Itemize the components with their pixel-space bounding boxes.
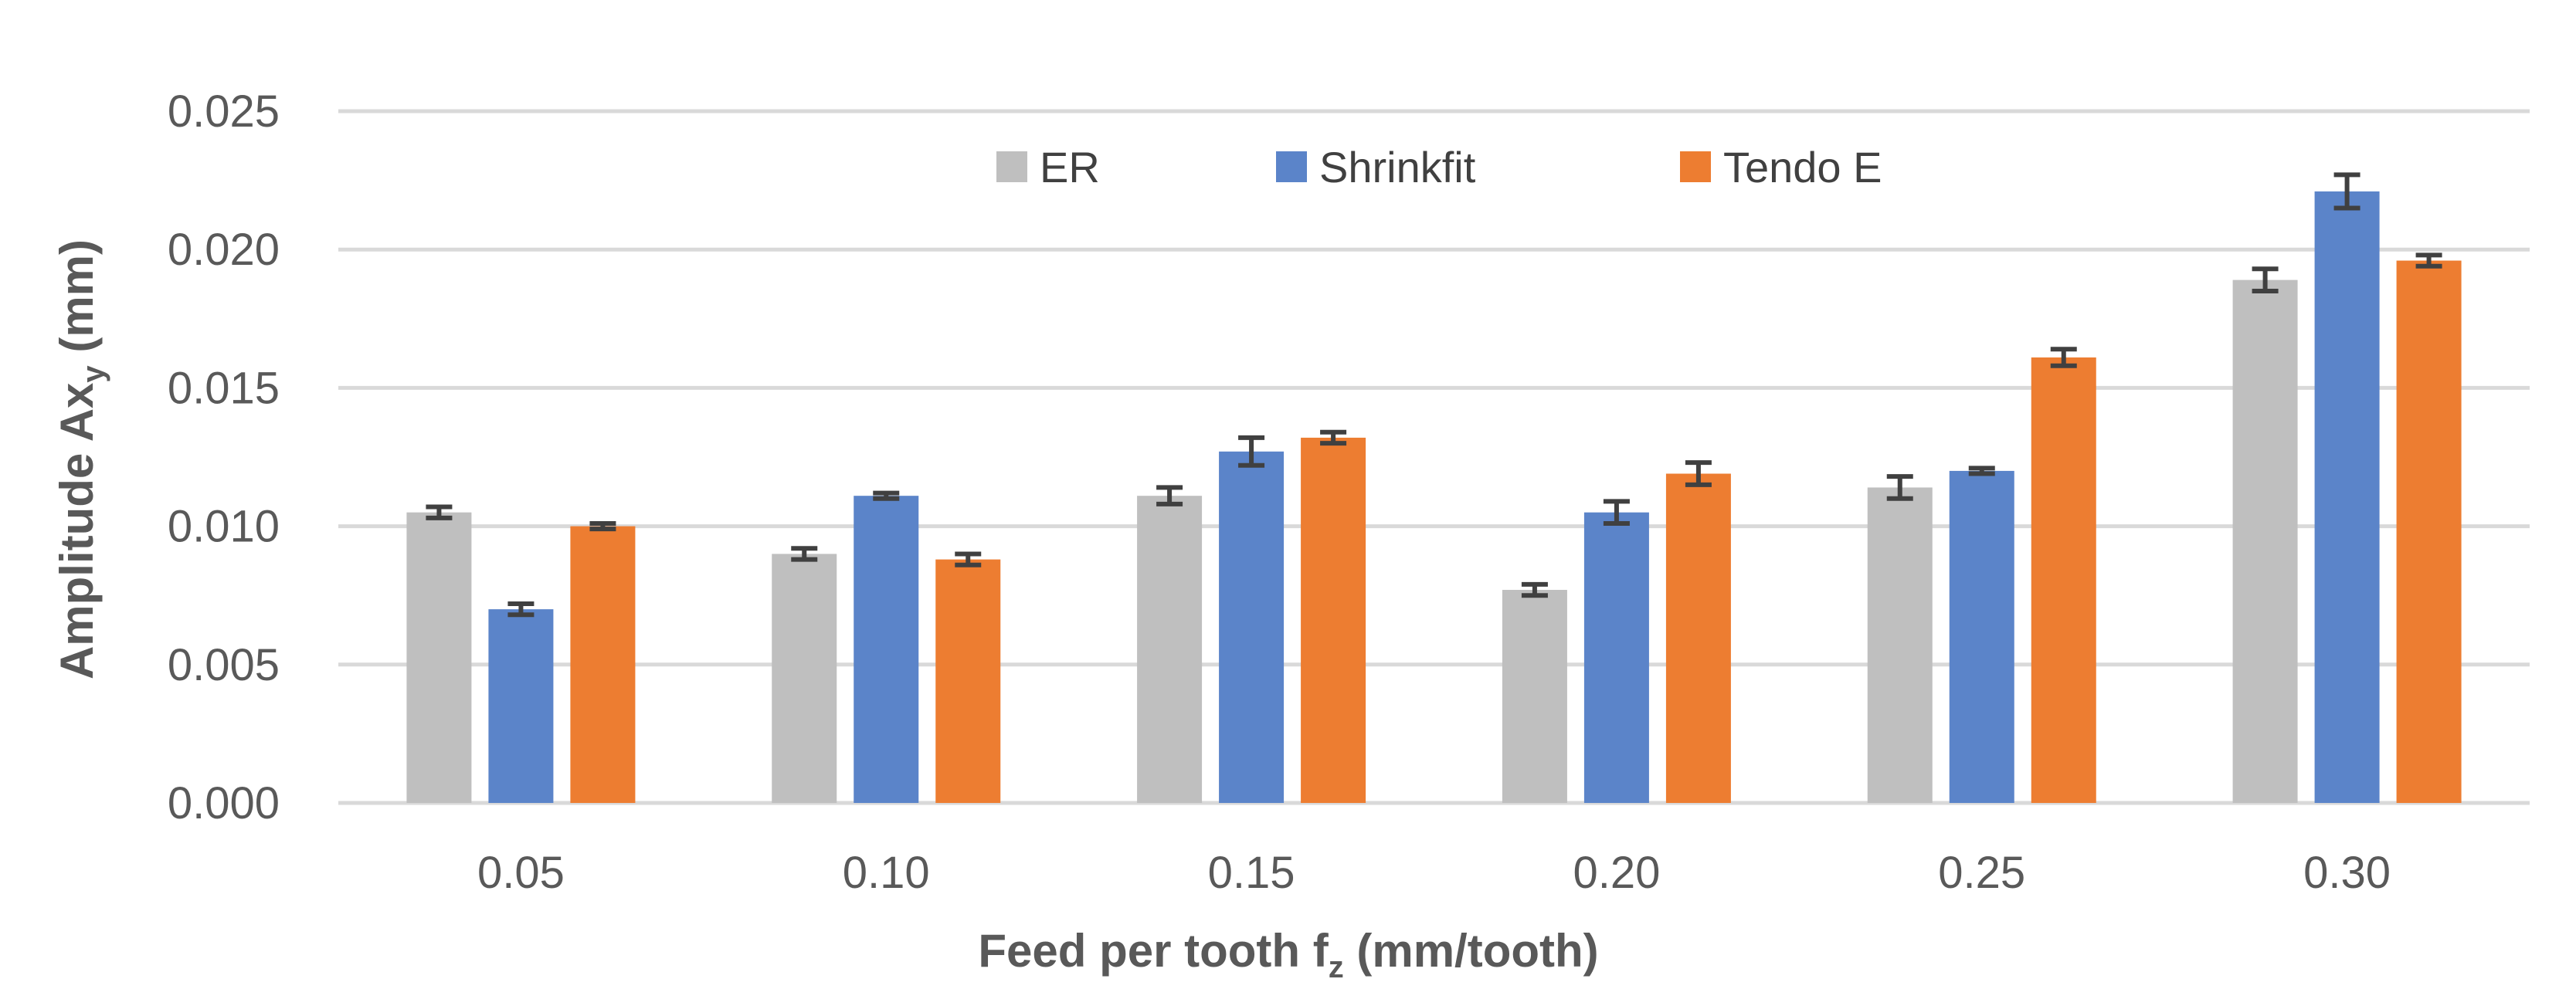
x-axis-title: Feed per tooth fz (mm/tooth): [978, 925, 1598, 984]
x-tick-label: 0.15: [1208, 848, 1295, 898]
legend-swatch: [996, 151, 1027, 182]
error-bars: [426, 172, 2442, 618]
bar-shrinkfit-0.10: [854, 496, 919, 803]
error-bar: [1521, 581, 1548, 598]
error-bar: [873, 490, 900, 501]
y-tick-label: 0.020: [168, 225, 280, 275]
error-bar: [1603, 499, 1630, 527]
error-bar: [791, 546, 818, 562]
bar-tendo-e-0.25: [2031, 357, 2096, 803]
error-bar: [1968, 466, 1995, 476]
error-bar: [2050, 347, 2077, 368]
bar-er-0.10: [772, 554, 837, 803]
bar-er-0.30: [2232, 279, 2298, 803]
bar-er-0.25: [1867, 487, 1933, 803]
y-tick-label: 0.010: [168, 502, 280, 552]
bar-shrinkfit-0.15: [1219, 451, 1285, 803]
x-tick-label: 0.05: [477, 848, 565, 898]
bar-er-0.05: [406, 512, 472, 803]
legend-label: Shrinkfit: [1319, 143, 1476, 191]
x-tick-label: 0.30: [2303, 848, 2391, 898]
bar-er-0.20: [1502, 590, 1567, 803]
y-tick-label: 0.005: [168, 640, 280, 690]
y-axis-title: Amplitude Axy (mm): [51, 239, 110, 679]
bar-er-0.15: [1137, 496, 1203, 803]
error-bar: [426, 504, 453, 520]
y-tick-label: 0.000: [168, 778, 280, 828]
error-bar: [589, 521, 616, 532]
bar-tendo-e-0.30: [2396, 260, 2462, 803]
error-bar: [1156, 485, 1183, 506]
x-tick-label: 0.25: [1938, 848, 2025, 898]
x-tick-label: 0.20: [1573, 848, 1660, 898]
error-bar: [2252, 266, 2279, 293]
error-bar: [1320, 429, 1347, 446]
bar-tendo-e-0.15: [1301, 437, 1366, 803]
error-bar: [507, 601, 535, 618]
legend-swatch: [1680, 151, 1711, 182]
error-bar: [1685, 460, 1712, 487]
legend-label: ER: [1040, 143, 1100, 191]
error-bar: [2333, 172, 2360, 211]
x-axis-ticks: 0.05 0.10 0.15 0.20 0.25 0.30: [477, 848, 2391, 898]
bar-shrinkfit-0.25: [1949, 470, 2014, 803]
bar-shrinkfit-0.30: [2314, 191, 2380, 803]
bar-tendo-e-0.10: [935, 559, 1001, 803]
error-bar: [1886, 474, 1913, 501]
y-tick-label: 0.015: [168, 363, 280, 413]
y-tick-label: 0.025: [168, 86, 280, 137]
x-tick-label: 0.10: [843, 848, 930, 898]
error-bar: [2415, 252, 2442, 269]
error-bar: [955, 551, 982, 567]
legend-swatch: [1276, 151, 1307, 182]
gridlines: [338, 109, 2530, 805]
bar-tendo-e-0.05: [570, 526, 636, 803]
legend: ER Shrinkfit Tendo E: [996, 143, 1882, 191]
error-bar: [1238, 435, 1265, 468]
bars: [406, 191, 2462, 803]
bar-shrinkfit-0.20: [1583, 512, 1649, 803]
y-axis-ticks: 0.000 0.005 0.010 0.015 0.020 0.025: [168, 86, 280, 828]
bar-shrinkfit-0.05: [488, 609, 554, 803]
legend-label: Tendo E: [1723, 143, 1882, 191]
bar-tendo-e-0.20: [1665, 473, 1731, 803]
